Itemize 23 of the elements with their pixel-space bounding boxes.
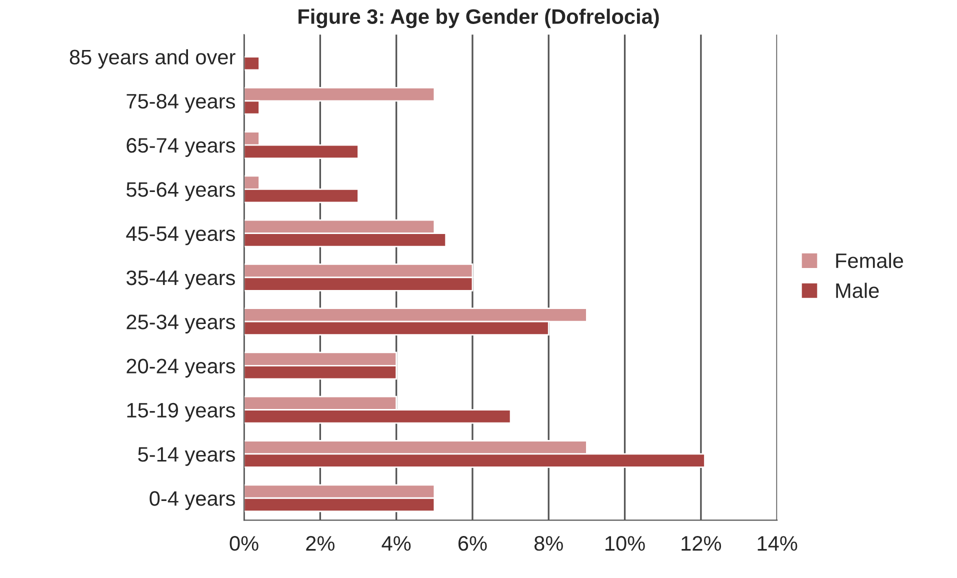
legend-label: Female [836, 252, 904, 268]
legend-label: Male [836, 282, 879, 298]
x-tick-label: 6% [458, 536, 487, 551]
y-tick-label: 75-84 years [126, 94, 235, 113]
y-tick-label: 5-14 years [138, 447, 235, 466]
x-tick-label: 0% [230, 536, 258, 551]
y-tick-label: 35-44 years [126, 270, 235, 290]
x-tick-label: 2% [306, 536, 334, 551]
x-tick-label: 10% [606, 536, 645, 551]
y-tick-label: 0-4 years [150, 491, 235, 510]
y-tick-label: 55-64 years [126, 182, 235, 202]
y-tick-label: 65-74 years [126, 138, 235, 157]
x-tick-label: 14% [758, 536, 798, 551]
bar [244, 56, 260, 71]
x-tick-label: 4% [382, 536, 411, 551]
chart-title: Figure 3: Age by Gender (Dofrelocia) [298, 8, 659, 28]
x-tick-label: 12% [682, 536, 722, 551]
y-tick-label: 85 years and over [70, 49, 236, 69]
y-tick-label: 15-19 years [127, 402, 235, 422]
x-tick-label: 8% [534, 536, 563, 551]
y-tick-label: 25-34 years [126, 314, 235, 334]
y-tick-label: 20-24 years [126, 358, 235, 378]
y-tick-label: 45-54 years [126, 226, 235, 246]
